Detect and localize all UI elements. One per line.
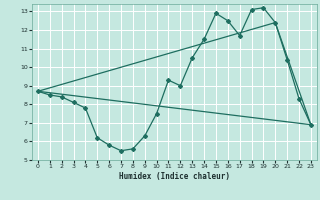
X-axis label: Humidex (Indice chaleur): Humidex (Indice chaleur) (119, 172, 230, 181)
